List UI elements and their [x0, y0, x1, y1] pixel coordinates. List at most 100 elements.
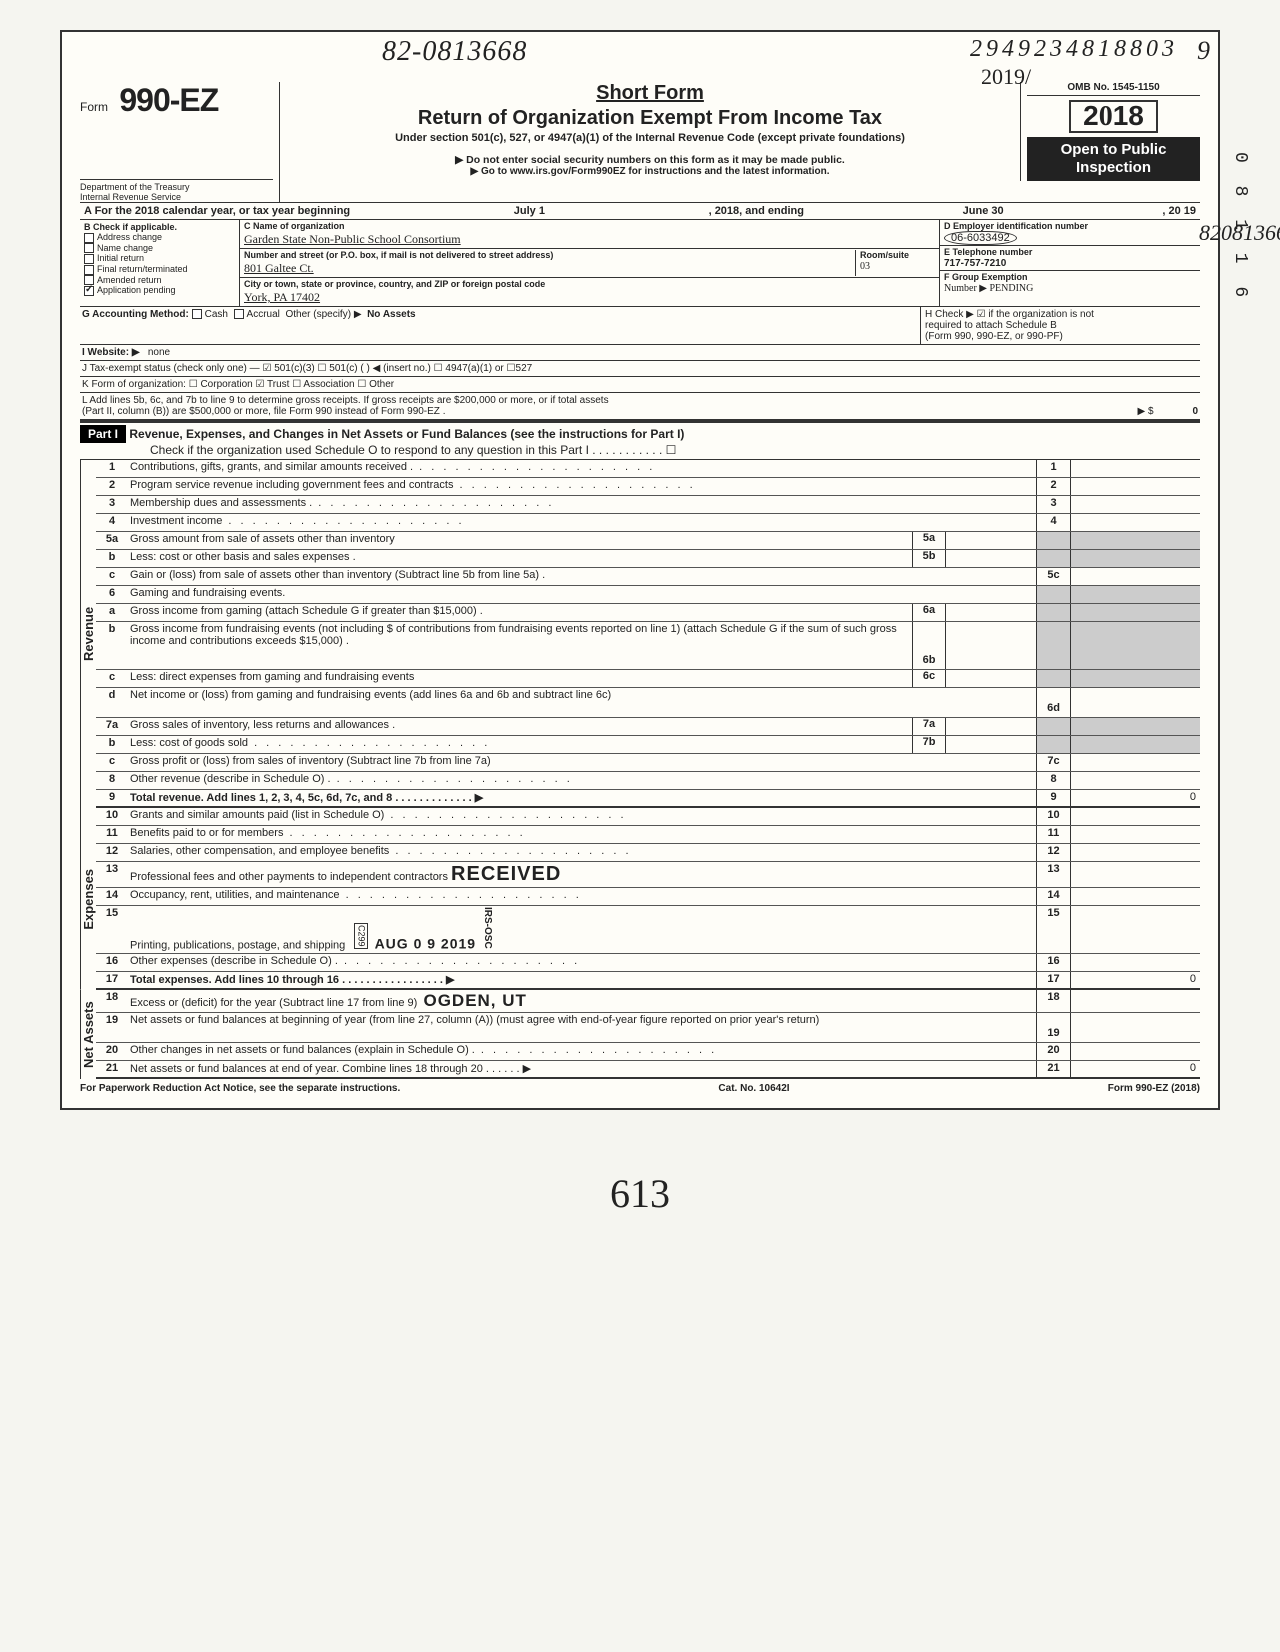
ln20-amt: [1070, 1043, 1200, 1060]
stamp-c299: C299: [354, 923, 368, 949]
ln2-amt: [1070, 478, 1200, 495]
ln7c-amt: [1070, 754, 1200, 771]
received-stamp: RECEIVED: [451, 863, 561, 885]
ln5c-desc: Gain or (loss) from sale of assets other…: [128, 568, 1036, 585]
chk-address: Address change: [97, 232, 162, 242]
page-footer: For Paperwork Reduction Act Notice, see …: [80, 1079, 1200, 1094]
ln6c-ga: [1070, 670, 1200, 687]
ln17-num: 17: [96, 972, 128, 988]
ln10-amt: [1070, 808, 1200, 825]
ln7c-box: 7c: [1036, 754, 1070, 771]
ln5b-ga: [1070, 550, 1200, 567]
ln6c-ma: [946, 670, 1036, 687]
short-form-label: Short Form: [280, 82, 1020, 105]
f-group-val: Number ▶ PENDING: [944, 283, 1033, 294]
ln11-num: 11: [96, 826, 128, 843]
handwritten-613: 613: [60, 1170, 1220, 1217]
ln16-amt: [1070, 954, 1200, 971]
ln13-amt: [1070, 862, 1200, 887]
h-line3: (Form 990, 990-EZ, or 990-PF): [925, 331, 1196, 342]
d-ein-lbl: D Employer identification number: [944, 221, 1088, 231]
c-name-lbl: C Name of organization: [244, 221, 345, 231]
form-title: Return of Organization Exempt From Incom…: [280, 107, 1020, 130]
ln3-desc: Membership dues and assessments .: [128, 496, 1036, 513]
handwritten-dln: 2949234818803: [970, 36, 1178, 63]
ln17-desc: Total expenses. Add lines 10 through 16 …: [128, 972, 1036, 988]
ln14-amt: [1070, 888, 1200, 905]
ln5b-desc: Less: cost or other basis and sales expe…: [128, 550, 912, 567]
ln7a-num: 7a: [96, 718, 128, 735]
ln15-desc: Printing, publications, postage, and shi…: [128, 906, 1036, 953]
ln21-desc: Net assets or fund balances at end of ye…: [128, 1061, 1036, 1077]
form-header: Form 990-EZ Department of the Treasury I…: [80, 82, 1200, 202]
ogden-stamp: OGDEN, UT: [423, 991, 526, 1010]
ln5b-mb: 5b: [912, 550, 946, 567]
ln5b-num: b: [96, 550, 128, 567]
ln1-num: 1: [96, 460, 128, 477]
ln16-desc: Other expenses (describe in Schedule O) …: [128, 954, 1036, 971]
ln5a-gb: [1036, 532, 1070, 549]
ln6a-ga: [1070, 604, 1200, 621]
ln8-desc: Other revenue (describe in Schedule O) .: [128, 772, 1036, 789]
ln6-gb: [1036, 586, 1070, 603]
ln7b-mb: 7b: [912, 736, 946, 753]
ln13-box: 13: [1036, 862, 1070, 887]
ln7a-mb: 7a: [912, 718, 946, 735]
ln18-desc: Excess or (deficit) for the year (Subtra…: [128, 990, 1036, 1012]
ssn-warning: ▶ Do not enter social security numbers o…: [280, 154, 1020, 166]
ln6a-ma: [946, 604, 1036, 621]
ln11-amt: [1070, 826, 1200, 843]
part1-tag: Part I: [80, 425, 126, 443]
revenue-side-label: Revenue: [80, 460, 96, 808]
ln11-box: 11: [1036, 826, 1070, 843]
ln19-desc: Net assets or fund balances at beginning…: [128, 1013, 1036, 1042]
ln20-box: 20: [1036, 1043, 1070, 1060]
ln1-desc: Contributions, gifts, grants, and simila…: [128, 460, 1036, 477]
ein-handwritten: 82081366851: [1199, 220, 1280, 246]
ln20-desc: Other changes in net assets or fund bala…: [128, 1043, 1036, 1060]
ln4-amt: [1070, 514, 1200, 531]
ln21-num: 21: [96, 1061, 128, 1077]
g-other-val: No Assets: [367, 309, 416, 320]
ln12-num: 12: [96, 844, 128, 861]
part1-check: Check if the organization used Schedule …: [80, 443, 676, 457]
ln18-box: 18: [1036, 990, 1070, 1012]
part1-title: Revenue, Expenses, and Changes in Net As…: [129, 427, 684, 441]
ln5b-ma: [946, 550, 1036, 567]
ln1-amt: [1070, 460, 1200, 477]
ln14-box: 14: [1036, 888, 1070, 905]
c-city-lbl: City or town, state or province, country…: [244, 279, 545, 289]
ln10-box: 10: [1036, 808, 1070, 825]
ln7b-desc: Less: cost of goods sold: [128, 736, 912, 753]
expenses-section: Expenses 10Grants and similar amounts pa…: [80, 808, 1200, 990]
e-phone-val: 717-757-7210: [944, 258, 1006, 269]
ln6-ga: [1070, 586, 1200, 603]
ln5a-desc: Gross amount from sale of assets other t…: [128, 532, 912, 549]
i-label: I Website: ▶: [82, 347, 140, 358]
line-a-june: June 30: [808, 205, 1158, 217]
line-a-mid: , 2018, and ending: [705, 205, 808, 217]
ln21-amt: 0: [1070, 1061, 1200, 1077]
ln19-num: 19: [96, 1013, 128, 1042]
form-number: 990-EZ: [119, 82, 218, 118]
org-name: Garden State Non-Public School Consortiu…: [244, 232, 461, 246]
k-row: K Form of organization: ☐ Corporation ☑ …: [80, 377, 1200, 393]
org-address: 801 Galtee Ct.: [244, 261, 314, 275]
ln6d-box: 6d: [1036, 688, 1070, 717]
room-lbl: Room/suite: [860, 250, 909, 260]
handwritten-ein-top: 82-0813668: [382, 36, 527, 68]
col-b-label: B Check if applicable.: [84, 222, 235, 232]
ln5a-num: 5a: [96, 532, 128, 549]
ln6d-amt: [1070, 688, 1200, 717]
ln5c-box: 5c: [1036, 568, 1070, 585]
footer-right: Form 990-EZ (2018): [1108, 1083, 1200, 1094]
l-line2: (Part II, column (B)) are $500,000 or mo…: [82, 406, 445, 417]
ln12-box: 12: [1036, 844, 1070, 861]
line-a-july: July 1: [354, 205, 704, 217]
g-accrual: Accrual: [247, 309, 280, 320]
ln6b-gb: [1036, 622, 1070, 669]
ln6d-desc: Net income or (loss) from gaming and fun…: [128, 688, 1036, 717]
footer-mid: Cat. No. 10642I: [718, 1083, 789, 1094]
ln6b-desc: Gross income from fundraising events (no…: [128, 622, 912, 669]
omb-number: OMB No. 1545-1150: [1027, 82, 1200, 96]
